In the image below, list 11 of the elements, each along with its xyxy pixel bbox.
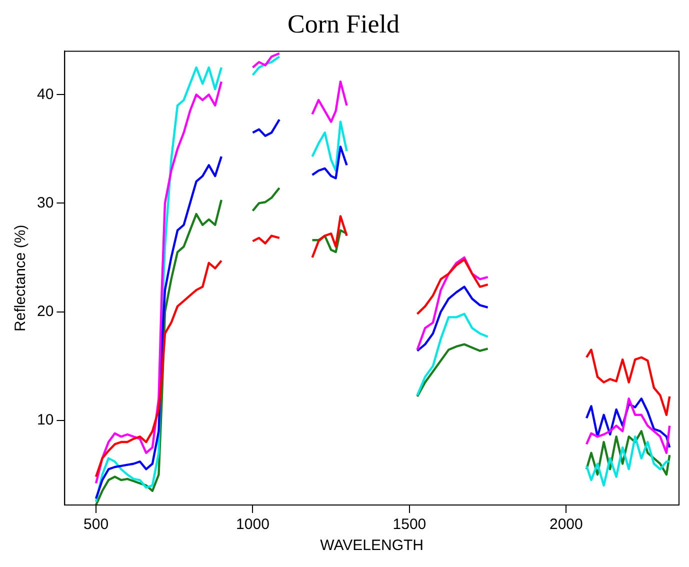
- y-tick-label: 30: [36, 194, 54, 212]
- x-tick-label: 1000: [236, 516, 270, 534]
- y-axis-title: Reflectance (%): [12, 224, 30, 332]
- y-tick-label: 20: [36, 302, 54, 320]
- y-tick-label: 40: [36, 86, 54, 103]
- y-tick-label: 10: [36, 411, 54, 428]
- x-axis-title: WAVELENGTH: [320, 537, 424, 554]
- x-tick-label: 2000: [549, 516, 583, 534]
- x-tick-label: 500: [84, 516, 109, 534]
- chart-title: Corn Field: [288, 9, 400, 38]
- x-tick-label: 1500: [392, 516, 426, 534]
